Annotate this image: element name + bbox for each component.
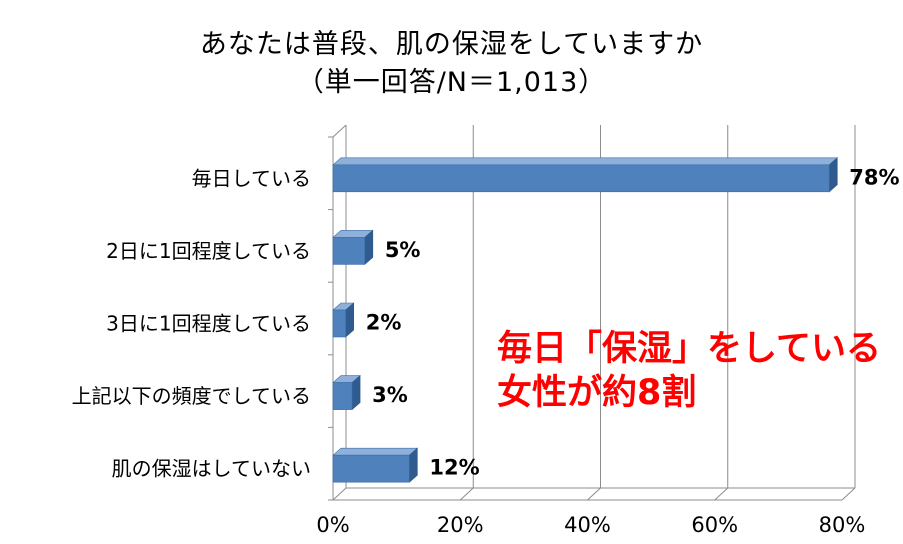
bar: [332, 454, 410, 483]
floor-gridline: [459, 487, 474, 501]
wall-top-edge: [332, 124, 347, 138]
category-label: 2日に1回程度している: [106, 239, 311, 263]
value-label: 78%: [849, 165, 899, 189]
bar: [332, 309, 347, 338]
value-label: 12%: [429, 456, 479, 480]
chart-title: あなたは普段、肌の保湿をしていますか: [199, 29, 704, 60]
bar-top: [332, 157, 839, 166]
x-tick-label: 60%: [691, 513, 738, 537]
bar: [332, 237, 366, 265]
bar: [332, 164, 830, 193]
annotation-callout: 毎日「保湿」をしている 女性が約8割: [497, 327, 881, 415]
floor-gridline: [587, 487, 601, 501]
value-label: 3%: [372, 383, 408, 407]
category-label: 毎日している: [192, 166, 311, 190]
x-tick-label: 40%: [564, 513, 611, 537]
x-tick-label: 20%: [437, 513, 484, 537]
annotation-line-1: 毎日「保湿」をしている: [497, 329, 881, 369]
category-label: 上記以下の頻度でしている: [72, 384, 311, 408]
bar-top: [332, 447, 419, 456]
floor-gridline: [714, 487, 729, 501]
floor-gridline: [332, 487, 347, 501]
bar: [332, 382, 353, 410]
annotation-line-2: 女性が約8割: [497, 373, 697, 413]
category-label: 3日に1回程度している: [106, 312, 311, 336]
floor-gridline: [841, 487, 856, 501]
value-label: 2%: [366, 311, 402, 335]
value-label: 5%: [385, 238, 421, 262]
x-tick-label: 0%: [316, 513, 349, 537]
chart-subtitle: （単一回答/N＝1,013）: [296, 67, 607, 98]
x-tick-label: 80%: [819, 513, 866, 537]
category-label: 肌の保湿はしていない: [112, 457, 311, 481]
